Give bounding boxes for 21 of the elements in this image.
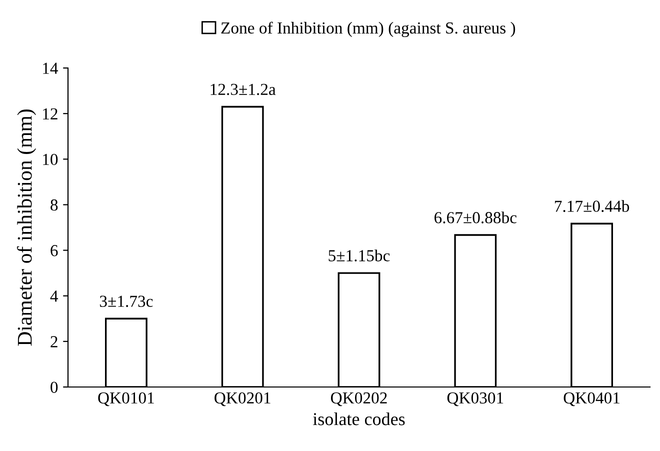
y-axis-title: Diameter of inhibition (mm) xyxy=(16,110,36,346)
y-tick-label: 14 xyxy=(43,62,58,74)
data-label: 12.3±1.2a xyxy=(210,84,276,96)
y-tick-label: 6 xyxy=(50,245,58,256)
x-tick-label: QK0202 xyxy=(330,392,387,406)
y-tick-label: 2 xyxy=(50,336,58,348)
legend-label: Zone of Inhibition (mm) (against S. aureus ) xyxy=(221,22,516,38)
y-tick-label: 0 xyxy=(50,382,58,393)
data-label: 5±1.15bc xyxy=(328,250,390,262)
y-tick-label: 4 xyxy=(50,290,58,302)
data-label: 7.17±0.44b xyxy=(554,200,630,212)
data-label: 3±1.73c xyxy=(100,296,153,307)
y-tick-label: 12 xyxy=(43,108,58,120)
x-axis-title: isolate codes xyxy=(313,412,405,426)
y-tick-label: 8 xyxy=(50,199,58,211)
y-tick-label: 10 xyxy=(43,154,58,166)
data-label: 6.67±0.88bc xyxy=(434,212,516,224)
x-tick-label: QK0401 xyxy=(564,392,620,406)
x-tick-label: QK0201 xyxy=(214,392,270,406)
x-tick-label: QK0301 xyxy=(447,392,504,406)
x-tick-label: QK0101 xyxy=(98,392,154,406)
